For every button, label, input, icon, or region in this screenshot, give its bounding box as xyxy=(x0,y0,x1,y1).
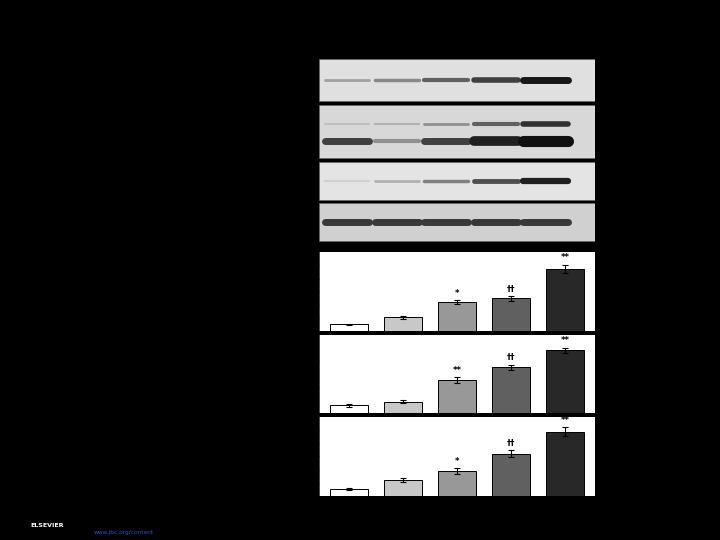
Bar xyxy=(384,402,422,413)
Bar xyxy=(546,431,584,496)
Bar xyxy=(492,367,530,413)
Text: www.jbc.org/content: www.jbc.org/content xyxy=(94,530,154,535)
Text: ppRB
pRB: ppRB pRB xyxy=(291,122,315,141)
Text: E2F-1: E2F-1 xyxy=(289,176,315,185)
Bar xyxy=(546,269,584,331)
Text: cyclin A: cyclin A xyxy=(279,76,315,84)
Y-axis label: ppRB/pRB: ppRB/pRB xyxy=(294,355,303,393)
Text: Fig. 3: Fig. 3 xyxy=(341,14,379,28)
Bar xyxy=(546,350,584,413)
Text: *: * xyxy=(455,456,459,465)
Text: -1.05 kDa: -1.05 kDa xyxy=(600,113,637,123)
Text: Med: Med xyxy=(338,40,356,49)
Text: 3: 3 xyxy=(394,40,400,49)
Bar xyxy=(320,161,595,200)
Text: -75 kDa: -75 kDa xyxy=(600,168,631,178)
Text: Densitometric Ratio: Densitometric Ratio xyxy=(246,331,254,421)
Text: 12: 12 xyxy=(490,40,502,49)
Text: Journal of Biological Chemistry 2004 2797438-7446 DOI: (10.1074/jbc.M310264200)
: Journal of Biological Chemistry 2004 279… xyxy=(94,508,401,525)
Text: 6: 6 xyxy=(444,40,449,49)
Text: -35 kDa: -35 kDa xyxy=(600,231,631,240)
Text: **: ** xyxy=(561,253,570,262)
Text: -50 kDa: -50 kDa xyxy=(600,76,631,84)
Bar xyxy=(492,298,530,331)
Y-axis label: E2F-1/β-actin: E2F-1/β-actin xyxy=(294,431,303,482)
Text: ELSEVIER: ELSEVIER xyxy=(30,523,63,528)
Text: (h): (h) xyxy=(581,40,593,49)
Text: ††: †† xyxy=(507,353,516,362)
Bar xyxy=(330,406,368,413)
Text: *: * xyxy=(455,288,459,298)
Bar xyxy=(438,471,476,496)
Text: **: ** xyxy=(561,416,570,425)
Text: 24: 24 xyxy=(540,40,551,49)
Text: β-actin: β-actin xyxy=(284,218,315,227)
Bar xyxy=(330,325,368,331)
Text: IGF I: IGF I xyxy=(460,24,482,34)
Bar xyxy=(320,59,595,101)
Bar xyxy=(384,317,422,331)
Text: ††: †† xyxy=(507,439,516,448)
Text: -75 kDa: -75 kDa xyxy=(600,137,631,146)
Text: -50 kDa: -50 kDa xyxy=(600,187,631,197)
Text: **: ** xyxy=(453,366,462,375)
Bar xyxy=(330,489,368,496)
Bar xyxy=(438,380,476,413)
Text: -50 kDa: -50 kDa xyxy=(600,211,631,219)
Bar xyxy=(320,204,595,241)
Bar xyxy=(384,480,422,496)
Bar xyxy=(438,302,476,331)
Bar xyxy=(492,454,530,496)
Y-axis label: cyclin A/β-actin: cyclin A/β-actin xyxy=(294,262,303,321)
Text: ††: †† xyxy=(507,285,516,294)
Bar xyxy=(320,105,595,158)
Text: **: ** xyxy=(561,336,570,345)
